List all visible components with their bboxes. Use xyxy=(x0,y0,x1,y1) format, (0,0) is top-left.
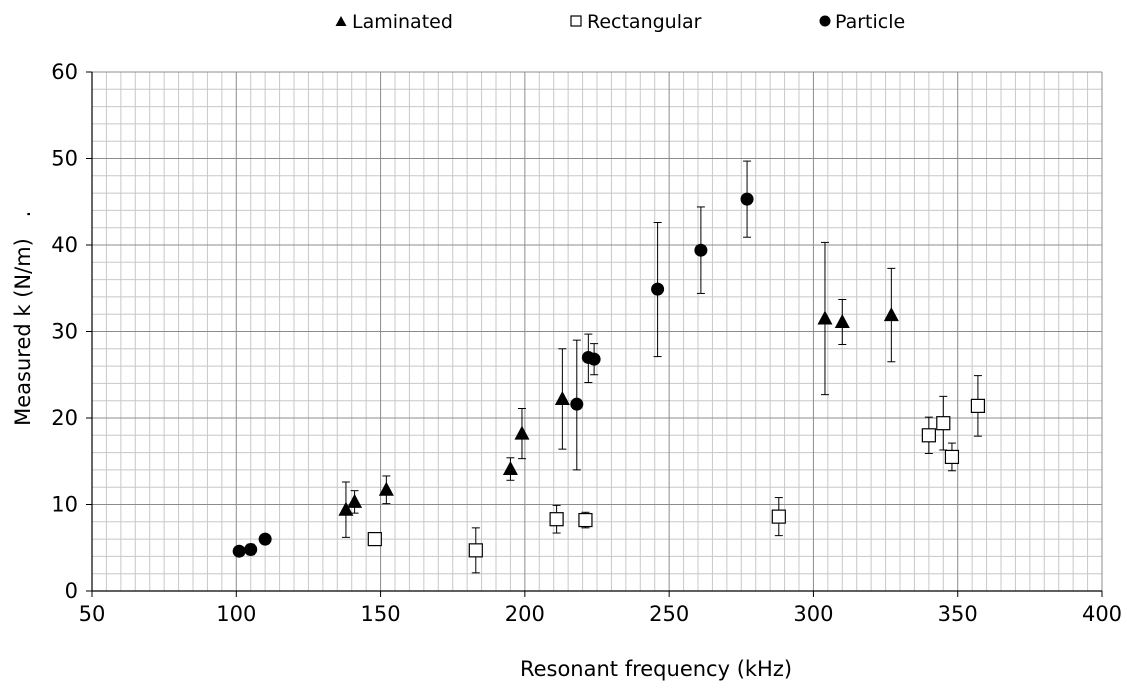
legend-label: Particle xyxy=(835,11,905,33)
y-tick-label: 10 xyxy=(51,493,78,517)
rectangular-point xyxy=(771,509,786,524)
rectangular-point xyxy=(921,428,936,443)
x-tick-label: 50 xyxy=(79,602,106,626)
rectangular-point xyxy=(970,398,986,413)
particle-point xyxy=(244,542,258,556)
x-tick-label: 400 xyxy=(1082,602,1122,626)
particle-point xyxy=(740,192,754,206)
laminated-point xyxy=(347,493,363,508)
laminated-point xyxy=(834,313,850,328)
x-tick-label: 200 xyxy=(505,602,545,626)
laminated-point xyxy=(554,390,570,405)
data-markers xyxy=(232,192,986,558)
particle-point xyxy=(232,544,246,558)
y-tick-label: 40 xyxy=(51,233,78,257)
particle-point xyxy=(694,243,708,257)
particle-point xyxy=(651,282,665,296)
y-tick-label: 50 xyxy=(51,147,78,171)
laminated-point xyxy=(514,425,530,440)
x-tick-label: 100 xyxy=(216,602,256,626)
y-axis-title: Measured k (N/m) xyxy=(11,238,35,426)
x-tick-label: 300 xyxy=(793,602,833,626)
y-axis-title-suffix: . xyxy=(11,211,35,218)
x-axis-ticks: 50 100 150 200 250 300 350 400 xyxy=(79,591,1122,626)
legend-item-laminated: Laminated xyxy=(335,11,453,33)
particle-point xyxy=(258,532,272,546)
y-tick-label: 20 xyxy=(51,406,78,430)
y-tick-label: 60 xyxy=(51,60,78,84)
legend-circle-marker xyxy=(819,15,831,27)
laminated-point xyxy=(502,461,518,476)
y-tick-label: 30 xyxy=(51,320,78,344)
particle-point xyxy=(587,352,601,366)
particle-point xyxy=(570,397,584,411)
laminated-point xyxy=(378,481,394,496)
rectangular-point xyxy=(936,416,951,431)
legend-label: Rectangular xyxy=(587,11,702,33)
legend-item-particle: Particle xyxy=(819,11,905,33)
laminated-point xyxy=(883,307,899,322)
y-axis-ticks: 0 10 20 30 40 50 60 xyxy=(51,60,92,603)
y-tick-label: 0 xyxy=(65,579,78,603)
laminated-point xyxy=(817,310,833,325)
legend-square-marker xyxy=(570,15,582,27)
x-tick-label: 350 xyxy=(938,602,978,626)
laminated-point xyxy=(338,501,354,516)
legend-label: Laminated xyxy=(352,11,453,33)
rectangular-point xyxy=(367,531,382,547)
x-tick-label: 150 xyxy=(361,602,401,626)
x-axis-title: Resonant frequency (kHz) xyxy=(520,657,792,681)
legend-item-rectangular: Rectangular xyxy=(570,11,702,33)
legend-triangle-marker xyxy=(335,16,347,26)
rectangular-point xyxy=(578,512,593,528)
x-tick-label: 250 xyxy=(649,602,689,626)
rectangular-point xyxy=(944,449,960,465)
rectangular-point xyxy=(468,543,483,558)
legend: Laminated Rectangular Particle xyxy=(335,11,905,33)
rectangular-point xyxy=(549,512,564,527)
